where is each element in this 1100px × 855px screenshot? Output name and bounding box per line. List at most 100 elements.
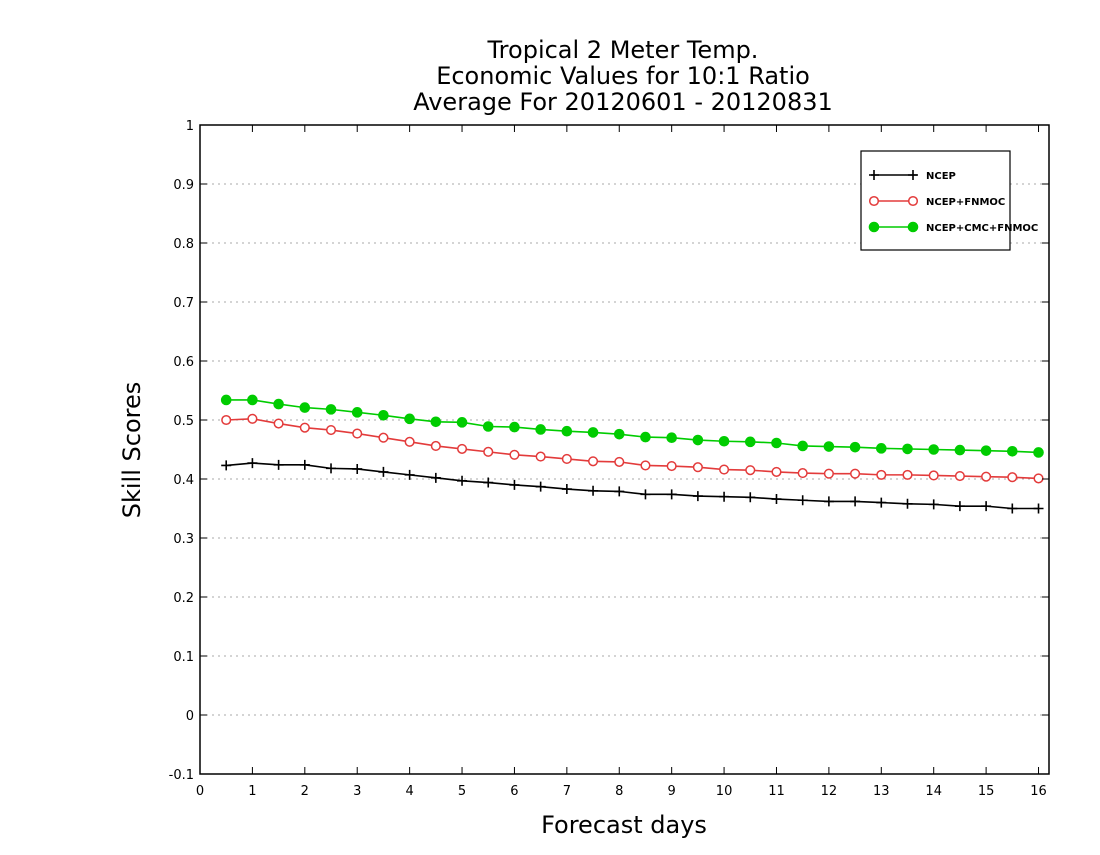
data-point [378, 466, 389, 477]
data-point [797, 495, 808, 506]
y-tick-label: -0.1 [169, 768, 194, 783]
data-point [588, 456, 599, 467]
data-point [614, 486, 625, 497]
legend-entry-0: NCEP [869, 170, 956, 182]
x-tick-label: 5 [458, 784, 466, 799]
data-point [613, 428, 625, 440]
data-point [535, 451, 546, 462]
legend-label: NCEP [926, 171, 956, 182]
data-point [771, 437, 782, 449]
data-point [483, 446, 494, 457]
data-point [561, 453, 572, 464]
series-2 [220, 394, 1044, 458]
data-point [1033, 503, 1044, 514]
series-1 [221, 413, 1044, 484]
data-point [1007, 445, 1018, 457]
data-point [299, 459, 310, 470]
data-point [273, 459, 284, 470]
data-point [823, 468, 834, 479]
legend-label: NCEP+CMC+FNMOC [926, 223, 1038, 234]
data-point [509, 479, 520, 490]
series-line [226, 462, 1039, 510]
data-point [876, 497, 887, 508]
y-tick-label: 0 [186, 709, 194, 724]
plot-frame [199, 124, 1050, 775]
y-tick-label: 0.1 [173, 650, 194, 665]
data-point [640, 460, 651, 471]
x-tick-label: 4 [405, 784, 413, 799]
y-tick-label: 0.3 [173, 532, 194, 547]
data-point [247, 413, 258, 424]
data-point [1007, 503, 1018, 514]
data-point [875, 443, 887, 454]
data-point [719, 464, 730, 475]
series-lines [220, 394, 1044, 514]
chart-title: Tropical 2 Meter Temp. Economic Values f… [413, 36, 833, 116]
data-point [509, 421, 520, 433]
data-point [483, 477, 494, 488]
data-point [640, 431, 651, 443]
data-point [588, 485, 599, 496]
data-point [849, 441, 861, 453]
x-tick-label: 11 [768, 784, 785, 799]
x-tick-label: 16 [1030, 784, 1047, 799]
data-point [1033, 447, 1044, 458]
legend-marker [907, 195, 919, 207]
y-tick-label: 0.9 [173, 178, 194, 193]
data-point [561, 425, 573, 437]
data-point [247, 394, 258, 406]
data-point [928, 470, 939, 481]
data-point [614, 456, 625, 467]
data-point [1007, 472, 1018, 483]
data-point [902, 443, 913, 455]
data-point [719, 491, 730, 502]
data-point [954, 471, 965, 482]
data-point [378, 409, 389, 421]
title-line-3: Average For 20120601 - 20120831 [413, 88, 833, 116]
legend-marker [869, 170, 879, 180]
data-point [850, 496, 861, 507]
data-point [352, 428, 363, 439]
data-point [352, 463, 363, 474]
y-tick-label: 0.5 [173, 414, 194, 429]
data-point [325, 424, 337, 436]
data-point [1033, 473, 1044, 484]
data-point [404, 436, 415, 447]
legend-marker [907, 221, 919, 233]
y-tick-label: 0.2 [173, 591, 194, 606]
data-point [351, 407, 363, 418]
data-point [981, 471, 992, 482]
data-point [771, 494, 782, 505]
data-point [692, 434, 704, 446]
data-point [850, 468, 861, 479]
data-point [325, 404, 337, 415]
legend-entry-1: NCEP+FNMOC [868, 195, 1005, 208]
x-axis-title: Forecast days [541, 811, 707, 839]
x-tick-label: 6 [510, 784, 518, 799]
data-point [744, 436, 756, 448]
data-point [299, 402, 311, 413]
data-point [823, 441, 835, 452]
data-point [535, 424, 546, 435]
data-point [954, 444, 966, 456]
data-point [981, 501, 992, 512]
data-point [771, 466, 782, 477]
data-point [535, 481, 546, 492]
x-tick-label: 8 [615, 784, 623, 799]
data-point [745, 465, 756, 476]
legend-marker [868, 195, 880, 207]
data-point [902, 498, 913, 509]
title-line-2: Economic Values for 10:1 Ratio [436, 62, 810, 90]
data-point [456, 417, 468, 428]
data-point [797, 468, 808, 479]
data-point [640, 489, 651, 500]
y-tick-label: 1 [186, 119, 194, 134]
data-point [273, 398, 284, 410]
data-point [221, 414, 232, 426]
x-tick-label: 12 [821, 784, 838, 799]
y-tick-label: 0.4 [173, 473, 194, 488]
x-tick-label: 3 [353, 784, 361, 799]
x-tick-label: 14 [925, 784, 942, 799]
